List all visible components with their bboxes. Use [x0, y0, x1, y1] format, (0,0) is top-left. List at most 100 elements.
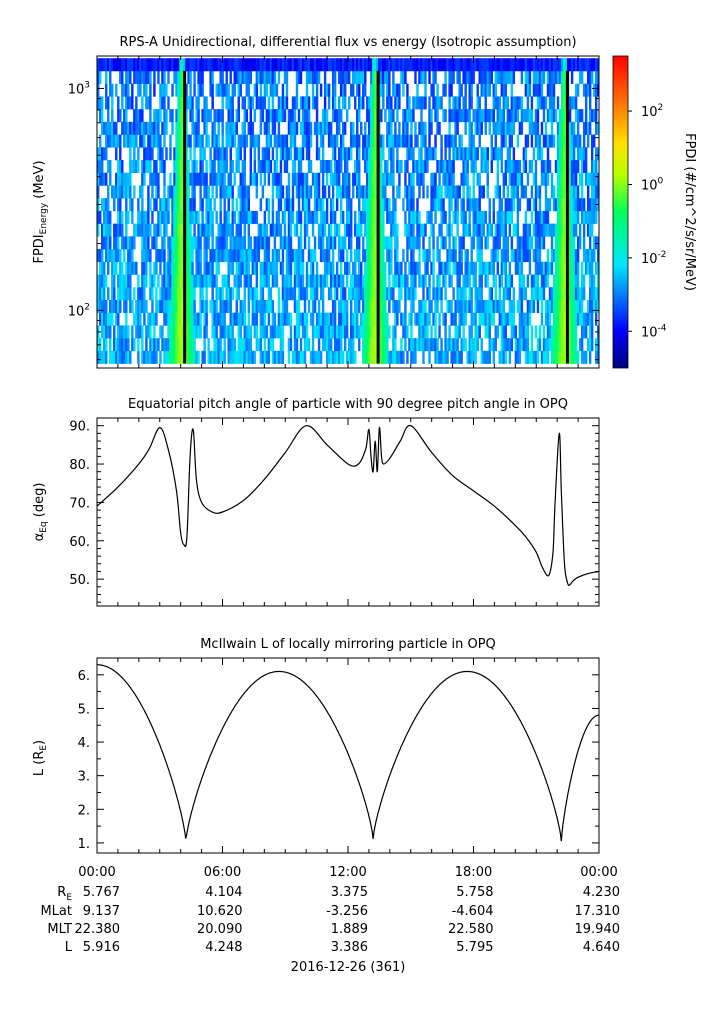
heatmap-cell — [329, 350, 333, 364]
heatmap-cell — [516, 261, 520, 275]
heatmap-cell — [374, 70, 377, 84]
heatmap-cell — [450, 223, 453, 237]
heatmap-cell — [249, 121, 253, 135]
heatmap-cell — [173, 236, 176, 250]
heatmap-cell — [285, 70, 289, 84]
heatmap-cell — [554, 299, 558, 313]
heatmap-cell — [544, 160, 548, 174]
heatmap-cell — [444, 134, 447, 148]
heatmap-cell — [360, 210, 363, 224]
heatmap-cell — [568, 185, 572, 199]
heatmap-cell — [522, 274, 526, 288]
heatmap-cell — [414, 287, 417, 301]
heatmap-cell — [590, 338, 594, 352]
heatmap-cell — [454, 58, 457, 72]
heatmap-cell — [123, 185, 126, 199]
heatmap-cell — [109, 210, 112, 224]
heatmap-cell — [127, 325, 130, 339]
heatmap-cell — [309, 261, 313, 275]
mcilwain-l-ylabel: L (RE) — [32, 740, 49, 776]
heatmap-cell — [534, 160, 538, 174]
heatmap-cell — [574, 261, 578, 275]
heatmap-cell — [358, 338, 361, 352]
heatmap-cell — [454, 134, 457, 148]
heatmap-cell — [518, 58, 522, 72]
heatmap-cell — [372, 274, 375, 288]
heatmap-cell — [466, 299, 469, 313]
heatmap-cell — [223, 185, 226, 199]
heatmap-cell — [540, 350, 544, 364]
heatmap-cell — [510, 160, 514, 174]
heatmap-cell — [269, 58, 273, 72]
heatmap-cell — [580, 338, 584, 352]
heatmap-cell — [345, 325, 349, 339]
heatmap-cell — [558, 249, 562, 263]
heatmap-cell — [508, 299, 512, 313]
heatmap-cell — [273, 121, 277, 135]
heatmap-cell — [428, 249, 431, 263]
heatmap-cell — [199, 249, 202, 263]
heatmap-cell — [456, 147, 459, 161]
heatmap-cell — [502, 83, 506, 97]
heatmap-cell — [181, 325, 184, 339]
heatmap-cell — [237, 236, 240, 250]
heatmap-cell — [380, 223, 383, 237]
heatmap-cell — [345, 261, 349, 275]
heatmap-cell — [125, 70, 128, 84]
heatmap-cell — [119, 109, 122, 123]
heatmap-cell — [319, 121, 323, 135]
heatmap-cell — [235, 249, 238, 263]
heatmap-cell — [440, 160, 443, 174]
heatmap-cell — [149, 147, 152, 161]
heatmap-cell — [177, 274, 180, 288]
heatmap-cell — [121, 210, 124, 224]
heatmap-cell — [275, 185, 279, 199]
heatmap-cell — [249, 236, 253, 250]
heatmap-cell — [217, 338, 220, 352]
heatmap-cell — [380, 109, 383, 123]
heatmap-cell — [107, 249, 110, 263]
heatmap-cell — [159, 96, 162, 110]
heatmap-cell — [452, 109, 455, 123]
heatmap-cell — [303, 223, 307, 237]
heatmap-cell — [514, 96, 518, 110]
heatmap-cell — [185, 198, 188, 212]
heatmap-cell — [345, 198, 349, 212]
heatmap-cell — [462, 236, 465, 250]
heatmap-cell — [333, 134, 337, 148]
heatmap-cell — [253, 350, 257, 364]
heatmap-cell — [313, 274, 317, 288]
heatmap-cell — [99, 96, 102, 110]
heatmap-cell — [466, 350, 469, 364]
heatmap-cell — [213, 198, 216, 212]
heatmap-cell — [464, 299, 467, 313]
heatmap-cell — [492, 210, 495, 224]
heatmap-cell — [570, 223, 574, 237]
heatmap-cell — [219, 172, 222, 186]
heatmap-cell — [592, 172, 596, 186]
heatmap-cell — [193, 210, 196, 224]
heatmap-cell — [157, 147, 160, 161]
heatmap-cell — [215, 312, 218, 326]
heatmap-cell — [548, 338, 552, 352]
heatmap-cell — [181, 134, 184, 148]
heatmap-cell — [560, 236, 564, 250]
heatmap-cell — [572, 274, 576, 288]
heatmap-cell — [207, 338, 210, 352]
heatmap-cell — [586, 83, 590, 97]
ephemeris-value: -3.256 — [326, 904, 368, 919]
heatmap-cell — [568, 172, 572, 186]
heatmap-cell — [299, 287, 303, 301]
heatmap-cell — [488, 210, 491, 224]
heatmap-cell — [546, 325, 550, 339]
spectrogram-ylabel: FPDIEnergy (MeV) — [32, 160, 49, 263]
heatmap-cell — [119, 134, 122, 148]
heatmap-cell — [570, 350, 574, 364]
heatmap-cell — [317, 325, 321, 339]
heatmap-cell — [494, 287, 497, 301]
heatmap-cell — [458, 325, 461, 339]
ephemeris-value: 22.380 — [75, 922, 121, 937]
heatmap-cell — [488, 109, 491, 123]
heatmap-cell — [129, 147, 132, 161]
heatmap-cell — [558, 198, 562, 212]
